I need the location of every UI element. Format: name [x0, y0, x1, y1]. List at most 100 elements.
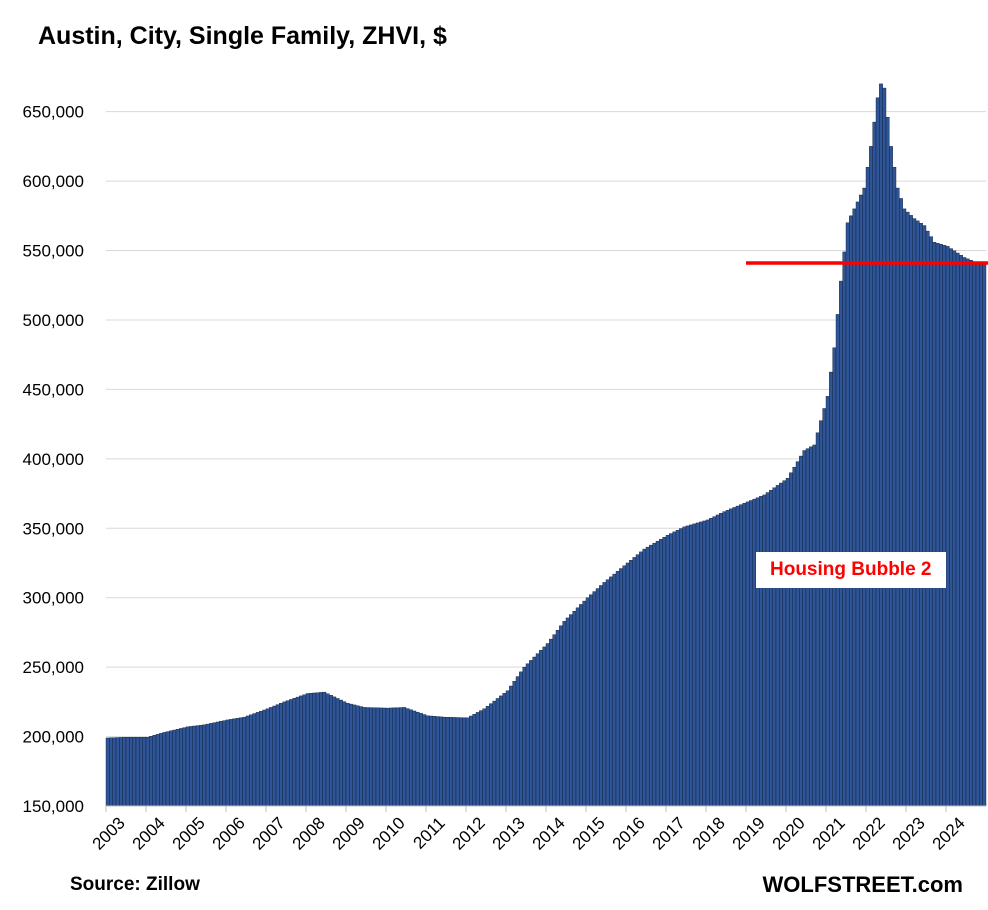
bar — [379, 707, 383, 807]
bar — [605, 579, 610, 807]
bar — [369, 707, 373, 807]
bar — [215, 721, 220, 807]
x-tick-label: 2010 — [369, 813, 409, 853]
bar — [345, 703, 350, 807]
bar — [269, 707, 273, 807]
bar — [845, 222, 850, 807]
bar — [155, 734, 160, 807]
bar — [959, 255, 963, 807]
y-axis: 150,000 200,000 250,000 300,000 350,000 400,0… — [23, 103, 84, 816]
bar — [595, 588, 600, 807]
bar — [652, 542, 657, 807]
bar — [602, 582, 607, 807]
bar — [525, 663, 530, 807]
bar — [759, 496, 763, 807]
bar — [569, 614, 573, 807]
bar — [809, 446, 813, 807]
annotation-housing-bubble: Housing Bubble 2 — [756, 552, 946, 588]
bar — [505, 690, 510, 807]
bar — [115, 737, 120, 807]
bar — [472, 714, 477, 807]
bar — [699, 521, 703, 807]
bar — [812, 444, 817, 807]
bar — [462, 717, 467, 807]
bar — [765, 492, 770, 807]
bar — [852, 208, 857, 807]
y-tick-label: 650,000 — [23, 103, 84, 122]
bar — [489, 703, 493, 807]
bar — [912, 218, 917, 807]
bar — [789, 472, 793, 807]
bar — [922, 225, 927, 807]
bar — [632, 557, 637, 807]
bar — [189, 726, 193, 807]
bar — [552, 634, 557, 807]
bar — [295, 696, 300, 807]
bar — [259, 710, 263, 807]
bar — [855, 201, 860, 807]
y-tick-label: 450,000 — [23, 380, 84, 399]
bar — [519, 671, 523, 807]
bar — [265, 708, 270, 807]
bar — [732, 507, 737, 807]
bar — [942, 245, 947, 807]
bar — [882, 87, 887, 807]
bar — [849, 215, 853, 807]
bar — [869, 146, 873, 807]
bar — [232, 718, 237, 807]
bar — [779, 482, 783, 807]
bar — [965, 258, 970, 807]
bar — [782, 480, 787, 807]
bar — [829, 371, 833, 807]
x-tick-label: 2004 — [129, 813, 169, 853]
bar — [412, 710, 417, 807]
bar — [795, 461, 800, 807]
bar — [585, 597, 590, 807]
bar — [899, 198, 903, 807]
x-axis: 2003 2004 2005 2006 2007 2008 2009 2010 2011 2012… — [89, 805, 986, 854]
bar — [479, 710, 483, 807]
chart-title: Austin, City, Single Family, ZHVI, $ — [38, 22, 447, 50]
bar — [499, 695, 503, 807]
bar — [325, 693, 330, 807]
bar — [195, 725, 200, 807]
bar — [805, 448, 810, 807]
x-tick-label: 2019 — [729, 813, 769, 853]
bar — [362, 707, 367, 807]
bar — [129, 737, 133, 807]
bar — [875, 97, 880, 807]
bar — [355, 705, 360, 807]
bar — [372, 707, 377, 807]
bar — [229, 719, 233, 807]
x-tick-label: 2015 — [569, 813, 609, 853]
bar — [705, 519, 710, 807]
bar — [205, 723, 210, 807]
bar — [679, 528, 683, 807]
bar — [312, 692, 317, 807]
bar — [539, 650, 543, 807]
x-tick-label: 2024 — [929, 813, 969, 853]
bar — [502, 693, 507, 807]
y-tick-label: 550,000 — [23, 242, 84, 261]
bar — [135, 737, 140, 807]
bar — [302, 694, 307, 807]
bar — [742, 503, 747, 807]
bar — [262, 709, 267, 807]
bar — [535, 653, 540, 807]
y-tick-label: 400,000 — [23, 450, 84, 469]
bar — [549, 638, 553, 807]
bar — [589, 594, 593, 807]
bar — [622, 565, 627, 807]
x-tick-label: 2006 — [209, 813, 249, 853]
bar — [932, 241, 937, 807]
bar — [152, 735, 157, 807]
bar — [199, 724, 203, 807]
bar — [935, 243, 940, 807]
bar — [639, 551, 643, 807]
bar — [769, 489, 773, 807]
bar — [435, 716, 440, 807]
bar — [665, 535, 670, 807]
x-tick-label: 2005 — [169, 813, 209, 853]
bar — [575, 607, 580, 807]
bar — [432, 716, 437, 807]
